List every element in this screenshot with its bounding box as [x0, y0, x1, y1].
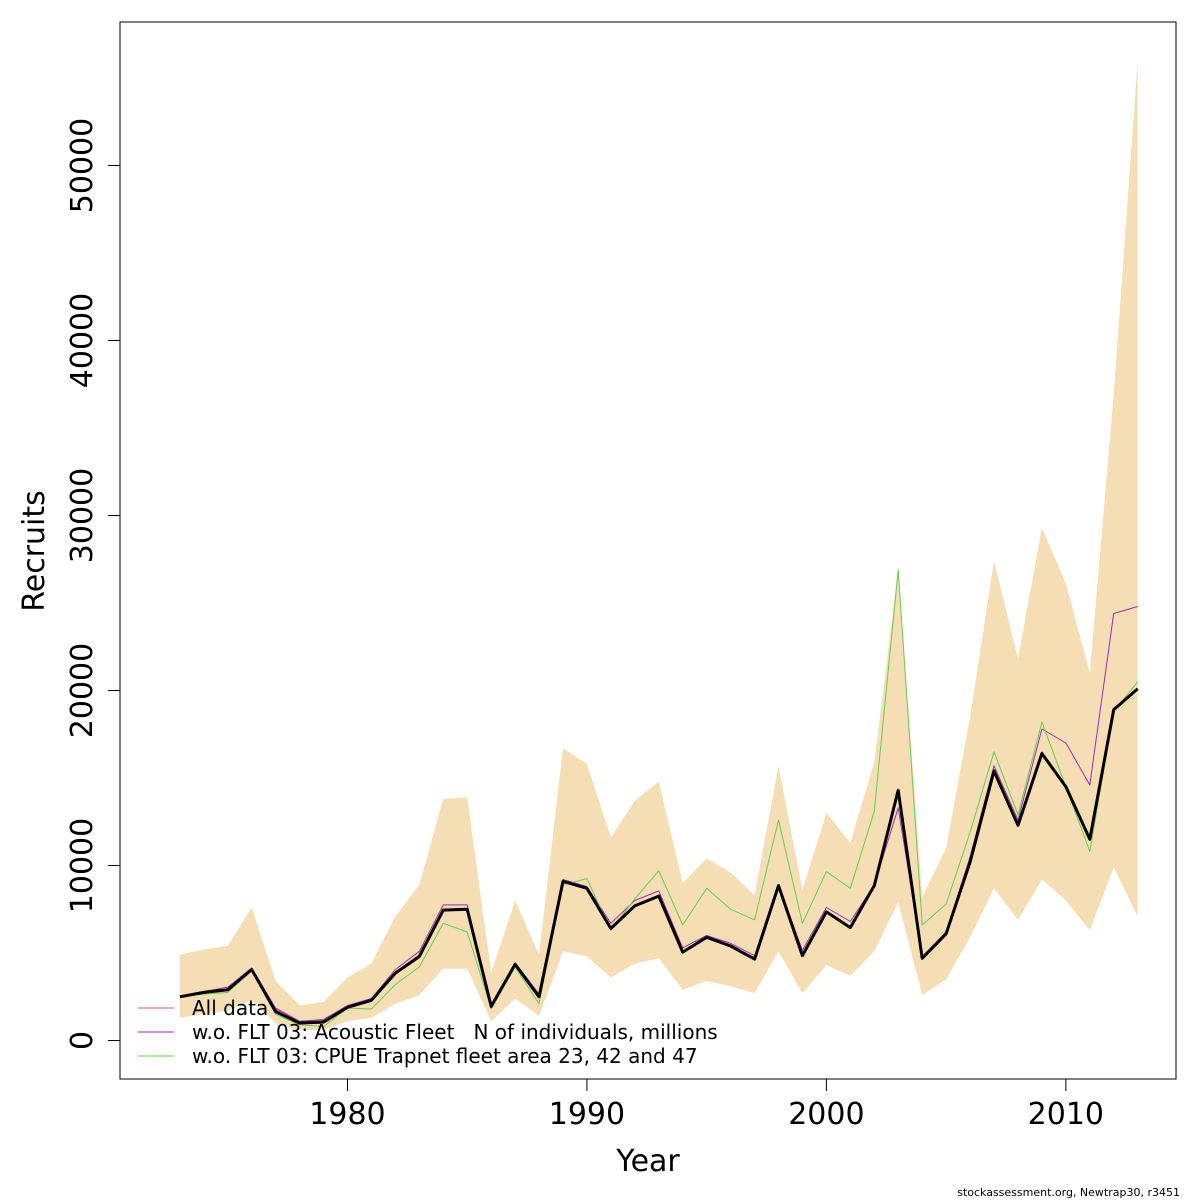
y-tick-label-50000: 50000	[65, 118, 100, 213]
legend-item-w-o-flt-03-cpue-trapnet-fleet-area-23-42-and-47: w.o. FLT 03: CPUE Trapnet fleet area 23,…	[138, 1044, 698, 1068]
y-tick-label-30000: 30000	[65, 468, 100, 563]
x-tick-label-1980: 1980	[309, 1097, 385, 1132]
confidence-band	[179, 60, 1138, 1030]
y-tick-label-40000: 40000	[65, 293, 100, 388]
legend-label: w.o. FLT 03: Acoustic Fleet N of individ…	[192, 1020, 718, 1044]
y-tick-label-10000: 10000	[65, 818, 100, 913]
central-estimate-line	[179, 687, 1139, 1025]
y-axis: 0 10000 20000 30000 40000 50000	[65, 118, 121, 1050]
footer-credit: stockassessment.org, Newtrap30, r3451	[957, 1186, 1180, 1199]
legend-label: w.o. FLT 03: CPUE Trapnet fleet area 23,…	[192, 1044, 698, 1068]
x-axis: 1980 1990 2000 2010	[179, 1078, 1138, 1132]
legend-item-all-data: All data	[138, 996, 268, 1020]
legend-label: All data	[192, 996, 268, 1020]
x-axis-title: Year	[615, 1144, 680, 1179]
series-line-3	[179, 569, 1139, 1027]
confidence-band-layer	[179, 60, 1138, 1030]
legend-item-w-o-flt-03-acoustic-fleet-n-of-individuals-millions: w.o. FLT 03: Acoustic Fleet N of individ…	[138, 1020, 718, 1044]
central-line-layer	[179, 687, 1139, 1025]
y-axis-title: Recruits	[17, 490, 52, 612]
x-tick-label-2010: 2010	[1028, 1097, 1104, 1132]
y-tick-label-0: 0	[65, 1031, 100, 1050]
y-tick-label-20000: 20000	[65, 643, 100, 738]
x-tick-label-2000: 2000	[788, 1097, 864, 1132]
x-tick-label-1990: 1990	[549, 1097, 625, 1132]
